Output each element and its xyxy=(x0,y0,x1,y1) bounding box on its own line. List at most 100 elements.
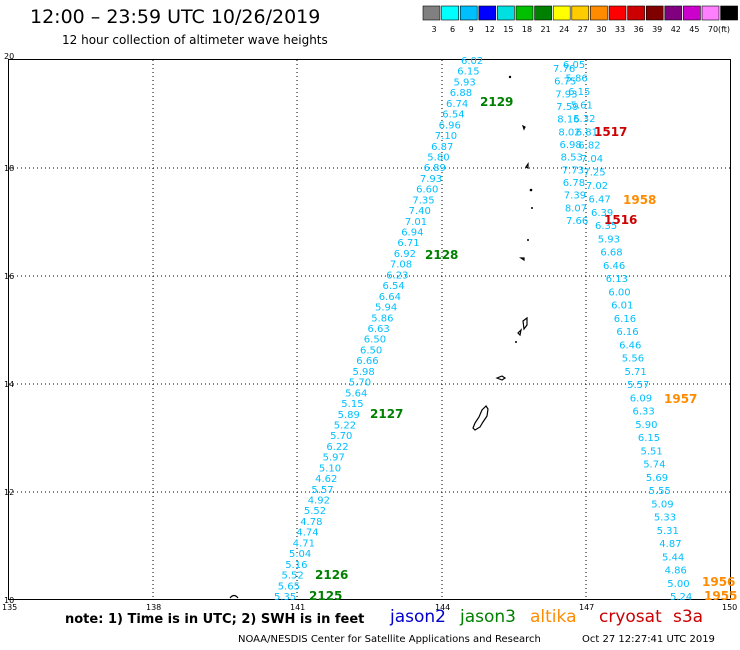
swh-value-jason3: 5.04 xyxy=(289,549,311,560)
swh-value-altika: 6.16 xyxy=(614,314,636,325)
swh-value-cryosat: 5.32 xyxy=(573,114,595,125)
colorbar-label: 21 xyxy=(541,25,551,34)
swh-value-altika: 5.44 xyxy=(662,552,684,563)
pass-label-2126: 2126 xyxy=(315,568,348,582)
swh-tracks: 6.026.155.936.886.746.546.967.106.875.80… xyxy=(274,56,692,603)
swh-value-jason3: 5.89 xyxy=(338,410,360,421)
swh-value-cryosat: 6.05 xyxy=(563,60,585,71)
swh-value-altika: 6.13 xyxy=(606,274,628,285)
swh-value-cryosat: 8.02 xyxy=(558,127,580,138)
swh-value-jason3: 4.71 xyxy=(293,538,315,549)
swh-value-cryosat: 6.78 xyxy=(563,178,585,189)
swh-value-cryosat: 8.16 xyxy=(557,115,579,126)
swh-value-jason3: 7.08 xyxy=(390,260,412,271)
swh-value-jason3: 6.15 xyxy=(457,67,479,78)
pass-label-1958: 1958 xyxy=(623,193,656,207)
x-tick-147: 147 xyxy=(579,603,594,612)
swh-value-altika: 6.35 xyxy=(595,221,617,232)
colorbar-swatch xyxy=(459,5,478,21)
grid-lines xyxy=(9,60,730,599)
swh-value-jason3: 6.74 xyxy=(446,99,468,110)
colorbar-swatch xyxy=(590,5,608,21)
colorbar-swatch xyxy=(683,5,701,21)
swh-value-jason3: 4.62 xyxy=(315,474,337,485)
swh-value-cryosat: 7.76 xyxy=(553,64,575,75)
swh-value-jason3: 5.35 xyxy=(274,592,296,603)
colorbar-label: 15 xyxy=(503,25,513,34)
x-tick-150: 150 xyxy=(722,603,737,612)
swh-value-cryosat: 7.25 xyxy=(583,168,605,179)
swh-value-altika: 6.46 xyxy=(603,261,625,272)
swh-value-jason3: 6.88 xyxy=(450,88,472,99)
anatahan-island xyxy=(519,257,525,262)
legend-jason3: jason3 xyxy=(460,607,516,627)
swh-value-jason3: 5.94 xyxy=(375,303,397,314)
swh-value-jason3: 5.22 xyxy=(334,421,356,432)
swh-value-jason3: 5.64 xyxy=(345,388,367,399)
footer-note: note: 1) Time is in UTC; 2) SWH is in fe… xyxy=(65,612,365,627)
swh-value-altika: 5.57 xyxy=(627,380,649,391)
colorbar-label: 6 xyxy=(450,25,455,34)
swh-value-cryosat: 6.75 xyxy=(554,77,576,88)
colorbar-label: 30 xyxy=(596,25,606,34)
swh-value-cryosat: 7.02 xyxy=(586,181,608,192)
x-tick-141: 141 xyxy=(290,603,305,612)
swh-value-altika: 6.01 xyxy=(611,301,633,312)
colorbar-swatch xyxy=(534,5,552,21)
swh-value-altika: 6.15 xyxy=(638,433,660,444)
swh-value-altika: 6.09 xyxy=(630,393,652,404)
swh-value-jason3: 6.54 xyxy=(383,281,405,292)
swh-value-jason3: 5.86 xyxy=(371,313,393,324)
guam-island xyxy=(472,405,489,431)
swh-value-cryosat: 6.47 xyxy=(589,195,611,206)
y-tick-14: 14 xyxy=(4,380,14,389)
colorbar-swatch xyxy=(497,5,515,21)
tinian-island xyxy=(517,328,522,337)
x-tick-144: 144 xyxy=(435,603,450,612)
alamagan-island xyxy=(531,207,533,209)
swh-value-jason3: 5.52 xyxy=(304,506,326,517)
swh-value-jason3: 5.15 xyxy=(341,399,363,410)
x-tick-138: 138 xyxy=(146,603,161,612)
swh-value-jason3: 7.35 xyxy=(412,195,434,206)
colorbar-swatch xyxy=(664,5,683,21)
swh-value-jason3: 5.70 xyxy=(349,378,371,389)
colorbar-label: 12 xyxy=(485,25,495,34)
swh-value-altika: 5.51 xyxy=(641,446,663,457)
swh-value-jason3: 6.63 xyxy=(368,324,390,335)
swh-value-altika: 5.74 xyxy=(643,460,665,471)
swh-value-jason3: 6.94 xyxy=(401,228,423,239)
pagan-island xyxy=(525,162,529,169)
legend-s3a: s3a xyxy=(673,607,704,627)
agrihan-island xyxy=(529,188,533,192)
colorbar-label: 3 xyxy=(431,25,436,34)
legend-cryosat: cryosat xyxy=(599,607,662,627)
colorbar-swatch xyxy=(441,5,459,21)
pass-label-1517: 1517 xyxy=(594,125,627,139)
swh-value-jason3: 7.10 xyxy=(435,131,457,142)
swh-value-cryosat: 8.53 xyxy=(561,153,583,164)
swh-value-altika: 4.86 xyxy=(665,566,687,577)
palau-island xyxy=(229,594,239,599)
colorbar-label: 45 xyxy=(689,25,699,34)
y-tick-16: 16 xyxy=(4,272,14,281)
swh-value-altika: 6.46 xyxy=(619,340,641,351)
swh-value-jason3: 6.96 xyxy=(439,120,461,131)
swh-value-jason3: 4.74 xyxy=(296,528,318,539)
swh-value-jason3: 5.10 xyxy=(319,463,341,474)
swh-value-altika: 5.00 xyxy=(667,579,689,590)
swh-value-jason3: 6.64 xyxy=(379,292,401,303)
swh-value-jason3: 6.50 xyxy=(360,345,382,356)
sarigan-island xyxy=(515,341,517,343)
colorbar-swatch xyxy=(701,5,720,21)
map-subtitle: 12 hour collection of altimeter wave hei… xyxy=(62,33,328,47)
swh-value-cryosat: 7.04 xyxy=(581,154,603,165)
wave-height-colorbar: 3 6 9 12 15 18 21 24 27 30 33 36 39 42 45 70 (ft) xyxy=(422,5,738,34)
swh-value-cryosat: 7.66 xyxy=(566,216,588,227)
swh-value-jason3: 6.60 xyxy=(416,185,438,196)
colorbar-label: 36 xyxy=(634,25,644,34)
swh-value-jason3: 4.92 xyxy=(308,496,330,507)
colorbar-swatch xyxy=(515,5,534,21)
legend-altika: altika xyxy=(530,607,577,627)
swh-value-cryosat: 6.39 xyxy=(591,208,613,219)
